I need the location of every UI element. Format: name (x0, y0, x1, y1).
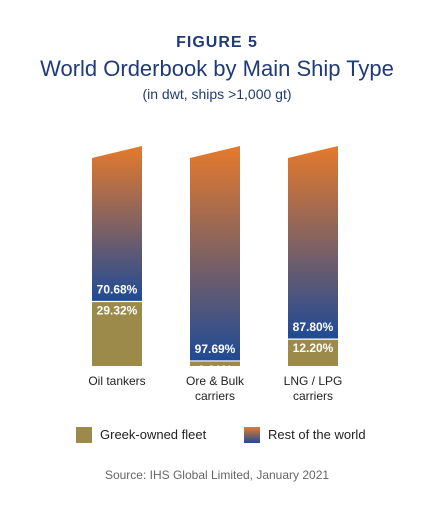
legend-swatch-rest (244, 427, 260, 443)
source-note: Source: IHS Global Limited, January 2021 (104, 468, 330, 482)
data-label-rest-1: 97.69% (195, 342, 236, 356)
legend-label-greek: Greek-owned fleet (100, 427, 207, 442)
chart-subtitle: (in dwt, ships >1,000 gt) (142, 86, 292, 102)
stacked-bar-chart: 70.68% 29.32% Oil tankers 97.69% 2.31%Ore & … (88, 146, 343, 403)
category-label-1: carriers (195, 389, 235, 403)
data-label-greek-2: 12.20% (293, 341, 334, 355)
data-label-rest-2: 87.80% (293, 320, 334, 334)
category-label-1: Ore & Bulk (186, 374, 245, 388)
bar-rest-1 (190, 146, 240, 361)
data-label-rest-0: 70.68% (97, 282, 138, 296)
chart-title: World Orderbook by Main Ship Type (40, 56, 394, 81)
category-label-0: Oil tankers (88, 374, 145, 388)
figure-label: FIGURE 5 (176, 34, 258, 51)
bar-rest-2 (288, 146, 338, 340)
legend-label-rest: Rest of the world (268, 427, 366, 442)
category-label-2: carriers (293, 389, 333, 403)
bar-greek-1 (190, 360, 240, 366)
bar-greek-0 (92, 301, 142, 366)
category-label-2: LNG / LPG (284, 374, 343, 388)
bar-greek-2 (288, 339, 338, 366)
data-label-greek-1: 2.31% (198, 363, 232, 377)
bar-rest-0 (92, 146, 142, 302)
legend-swatch-greek (76, 427, 92, 443)
data-label-greek-0: 29.32% (97, 303, 138, 317)
